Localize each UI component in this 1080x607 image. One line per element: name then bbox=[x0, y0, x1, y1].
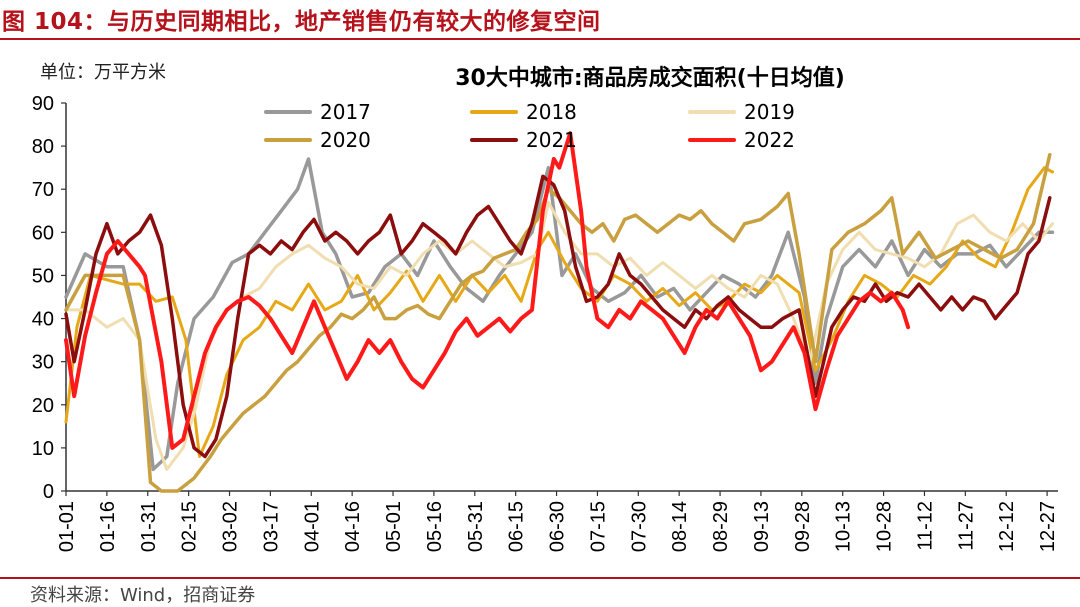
y-tick-label: 20 bbox=[32, 395, 54, 417]
legend-item-2017: 2017 bbox=[264, 98, 371, 126]
unit-label: 单位：万平方米 bbox=[40, 62, 166, 83]
source-note: 资料来源：Wind，招商证券 bbox=[30, 585, 256, 606]
legend-label: 2019 bbox=[744, 100, 795, 124]
x-tick-label: 10-28 bbox=[874, 501, 896, 552]
y-tick-label: 0 bbox=[43, 481, 54, 503]
legend-swatch bbox=[688, 110, 736, 114]
y-tick-label: 40 bbox=[32, 309, 54, 331]
x-tick-label: 11-12 bbox=[914, 501, 936, 551]
legend-item-2022: 2022 bbox=[688, 126, 795, 154]
figure-title: 图 104：与历史同期相比，地产销售仍有较大的修复空间 bbox=[2, 9, 601, 35]
legend-label: 2022 bbox=[744, 128, 795, 152]
x-tick-label: 09-28 bbox=[792, 501, 814, 552]
x-tick-label: 06-30 bbox=[547, 501, 569, 552]
x-tick-label: 08-29 bbox=[710, 501, 732, 552]
legend-label: 2021 bbox=[526, 128, 577, 152]
y-tick-label: 70 bbox=[32, 179, 54, 201]
legend: 2017 2018 2019 2020 2021 2022 bbox=[264, 98, 864, 158]
series-line-2018 bbox=[64, 166, 1054, 458]
legend-swatch bbox=[264, 110, 312, 114]
legend-swatch bbox=[470, 110, 518, 114]
x-tick-label: 01-01 bbox=[56, 501, 78, 552]
legend-item-2021: 2021 bbox=[470, 126, 577, 154]
source-divider bbox=[0, 577, 1080, 579]
legend-item-2019: 2019 bbox=[688, 98, 795, 126]
x-tick-label: 04-16 bbox=[342, 501, 364, 552]
x-tick-label: 08-14 bbox=[669, 501, 691, 552]
x-tick-label: 03-02 bbox=[220, 501, 242, 552]
legend-label: 2017 bbox=[320, 100, 371, 124]
series-line-2022 bbox=[64, 131, 911, 450]
x-tick-label: 12-12 bbox=[996, 501, 1018, 552]
x-tick-label: 06-15 bbox=[506, 501, 528, 552]
y-tick-label: 50 bbox=[32, 265, 54, 287]
y-tick-label: 80 bbox=[32, 136, 54, 158]
x-tick-label: 05-16 bbox=[424, 501, 446, 552]
x-tick-label: 09-13 bbox=[751, 501, 773, 552]
x-tick-label: 12-27 bbox=[1037, 501, 1059, 552]
legend-swatch bbox=[264, 138, 312, 142]
x-tick-label: 01-16 bbox=[97, 501, 119, 552]
y-tick-label: 30 bbox=[32, 352, 54, 374]
x-tick-label: 05-01 bbox=[383, 501, 405, 552]
legend-label: 2020 bbox=[320, 128, 371, 152]
x-tick-label: 11-27 bbox=[955, 501, 977, 551]
legend-item-2018: 2018 bbox=[470, 98, 577, 126]
y-tick-label: 60 bbox=[32, 222, 54, 244]
legend-swatch bbox=[470, 138, 518, 142]
series-line-2017 bbox=[64, 157, 1055, 472]
x-tick-label: 05-31 bbox=[465, 501, 487, 552]
legend-item-2020: 2020 bbox=[264, 126, 371, 154]
series-line-2020 bbox=[64, 152, 1052, 493]
title-divider bbox=[0, 38, 1080, 40]
x-tick-label: 01-31 bbox=[138, 501, 160, 552]
x-tick-label: 07-30 bbox=[628, 501, 650, 552]
x-tick-label: 10-13 bbox=[833, 501, 855, 552]
legend-swatch bbox=[688, 138, 736, 142]
x-tick-label: 07-15 bbox=[587, 501, 609, 552]
chart-title: 30大中城市:商品房成交面积(十日均值) bbox=[455, 66, 845, 91]
legend-label: 2018 bbox=[526, 100, 577, 124]
y-tick-label: 90 bbox=[32, 93, 54, 115]
x-tick-label: 03-17 bbox=[260, 501, 282, 552]
x-tick-label: 02-15 bbox=[179, 501, 201, 552]
y-tick-label: 10 bbox=[32, 438, 54, 460]
x-tick-label: 04-01 bbox=[301, 501, 323, 552]
